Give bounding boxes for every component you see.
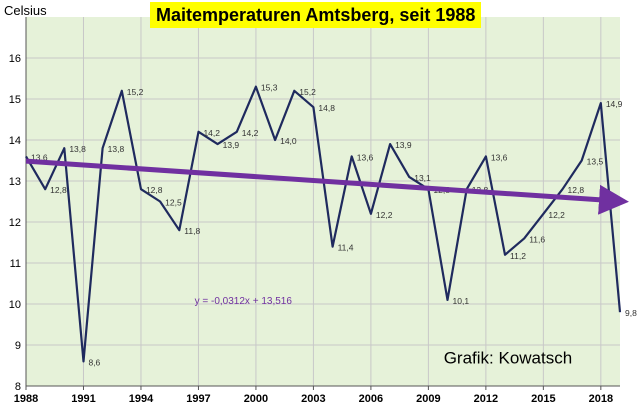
temperature-line	[25, 85, 622, 363]
data-label: 13,9	[395, 140, 412, 150]
data-label: 14,0	[280, 136, 297, 146]
data-label: 11,4	[338, 243, 354, 253]
data-label: 13,6	[357, 152, 374, 162]
data-label: 12,8	[50, 185, 67, 195]
data-label: 13,8	[69, 144, 86, 154]
x-tick-label: 1994	[129, 393, 154, 405]
data-label: 15,2	[127, 87, 144, 97]
x-tick-label: 1997	[186, 393, 210, 405]
data-label: 12,8	[146, 185, 163, 195]
y-tick-label: 8	[15, 381, 21, 393]
chart-title: Maitemperaturen Amtsberg, seit 1988	[150, 2, 482, 28]
data-label: 12,8	[568, 185, 585, 195]
y-tick-label: 16	[9, 53, 21, 65]
x-tick-label: 1988	[14, 393, 38, 405]
data-label: 11,2	[510, 251, 526, 261]
x-tick-label: 2018	[589, 393, 613, 405]
data-label: 13,6	[31, 152, 48, 162]
x-tick-label: 2003	[301, 393, 325, 405]
data-label: 13,9	[223, 140, 240, 150]
y-tick-label: 15	[9, 94, 21, 106]
x-tick-label: 2000	[244, 393, 268, 405]
y-tick-label: 14	[9, 135, 21, 147]
data-label: 14,9	[606, 99, 623, 109]
series	[25, 85, 622, 363]
trendline	[25, 158, 629, 215]
y-tick-label: 10	[9, 299, 21, 311]
data-label: 14,2	[242, 128, 259, 138]
data-label: 13,1	[414, 173, 431, 183]
plot-area	[26, 17, 620, 386]
data-label: 12,2	[548, 210, 565, 220]
credit-annotation: Grafik: Kowatsch	[444, 348, 573, 367]
data-label: 13,6	[491, 152, 508, 162]
data-label: 15,3	[261, 83, 278, 93]
data-label: 11,6	[529, 234, 545, 244]
trend-arrow	[25, 158, 629, 215]
x-tick-label: 2009	[416, 393, 440, 405]
x-tick-label: 2012	[474, 393, 498, 405]
y-axis-label: Celsius	[4, 3, 47, 18]
x-tick-label: 1991	[71, 393, 95, 405]
data-label: 8,6	[88, 357, 100, 367]
data-label: 13,8	[108, 144, 125, 154]
data-label: 11,8	[184, 226, 200, 236]
data-label: 14,2	[203, 128, 220, 138]
x-tick-label: 2006	[359, 393, 383, 405]
data-label: 15,2	[299, 87, 316, 97]
y-tick-label: 12	[9, 217, 21, 229]
data-label: 13,5	[587, 157, 604, 167]
x-tick-label: 2015	[531, 393, 555, 405]
axes	[25, 17, 620, 387]
y-tick-label: 11	[10, 258, 21, 270]
data-label: 12,5	[165, 198, 182, 208]
data-label: 9,8	[625, 308, 637, 318]
data-label: 14,8	[318, 103, 335, 113]
y-tick-label: 13	[9, 176, 21, 188]
data-label: 12,2	[376, 210, 393, 220]
y-tick-label: 9	[15, 340, 21, 352]
data-label: 10,1	[453, 296, 470, 306]
tick-labels: 8 9 10 11 12 13 14 15 16 1988 1991 1994 1997 2000 2003…	[9, 53, 613, 405]
trend-equation: y = -0,0312x + 13,516	[195, 296, 293, 307]
